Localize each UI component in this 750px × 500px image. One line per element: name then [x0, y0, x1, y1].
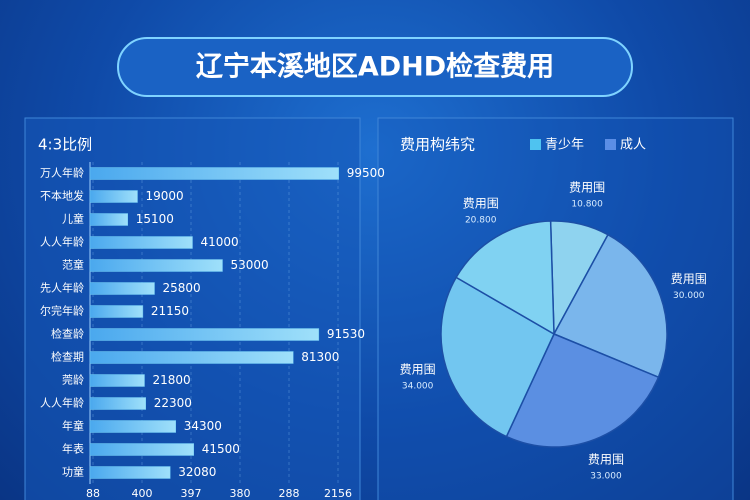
pie-slice: [552, 233, 668, 379]
title-box: [117, 37, 633, 97]
y-tick-label: 人人年龄: [40, 235, 84, 249]
data-label: 21150: [151, 304, 189, 318]
bar: [89, 420, 176, 433]
legend-label: 成人: [620, 138, 646, 153]
bar: [89, 443, 194, 456]
bar: [89, 466, 171, 479]
bar: [89, 328, 320, 341]
legend-swatch: [530, 139, 541, 150]
x-tick-label: 288: [279, 487, 300, 500]
y-tick-label: 人人年龄: [40, 396, 84, 410]
x-tick-label: 2156: [324, 487, 352, 500]
y-tick-label: 检查龄: [51, 327, 84, 341]
y-tick-label: 范童: [62, 258, 84, 272]
data-label: 34300: [184, 419, 222, 433]
y-tick-label: 年童: [62, 419, 84, 433]
bar-panel: [24, 117, 361, 500]
legend-swatch: [605, 139, 616, 150]
bar: [89, 282, 155, 295]
page-title: 辽宁本溪地区ADHD检查费用: [196, 51, 554, 83]
data-label: 81300: [301, 350, 339, 364]
slice-label: 费用围: [569, 180, 605, 194]
pie-slice: [455, 220, 555, 336]
y-tick-label: 先人年龄: [40, 281, 84, 295]
bar: [89, 305, 144, 318]
slice-label: 费用围: [588, 453, 624, 467]
data-label: 53000: [231, 258, 269, 272]
bar: [89, 236, 193, 249]
y-tick-label: 年表: [62, 442, 84, 456]
legend-label: 青少年: [545, 138, 584, 153]
pie-slice: [505, 333, 660, 448]
x-tick-label: 400: [132, 487, 153, 500]
y-tick-label: 万人年龄: [40, 166, 84, 180]
bar: [89, 213, 128, 226]
slice-value: 33.000: [590, 472, 622, 482]
y-tick-label: 检查期: [51, 350, 84, 364]
slice-label: 费用围: [400, 363, 436, 377]
data-label: 91530: [327, 327, 365, 341]
data-label: 19000: [146, 189, 184, 203]
data-label: 41000: [201, 235, 239, 249]
x-tick-label: 88: [86, 487, 100, 500]
slice-value: 20.800: [465, 216, 497, 226]
bar: [89, 374, 145, 387]
slice-value: 30.000: [673, 291, 705, 301]
slice-value: 34.000: [402, 382, 434, 392]
x-tick-label: 397: [181, 487, 202, 500]
bar: [89, 190, 138, 203]
y-tick-label: 不本地发: [40, 189, 84, 203]
y-tick-label: 莞龄: [62, 373, 84, 387]
data-label: 99500: [347, 166, 385, 180]
bar: [89, 167, 339, 180]
data-label: 25800: [163, 281, 201, 295]
data-label: 32080: [178, 465, 216, 479]
bar: [89, 397, 146, 410]
bar-title: 4:3比例: [38, 136, 92, 154]
x-tick-label: 380: [230, 487, 251, 500]
pie-slice: [440, 276, 555, 438]
bar: [89, 351, 294, 364]
bar: [89, 259, 223, 272]
y-tick-label: 功童: [62, 465, 84, 479]
pie-title: 费用构纬究: [400, 136, 475, 154]
data-label: 21800: [153, 373, 191, 387]
slice-value: 10.800: [571, 199, 603, 209]
slice-label: 费用围: [463, 197, 499, 211]
data-label: 41500: [202, 442, 240, 456]
data-label: 22300: [154, 396, 192, 410]
data-label: 15100: [136, 212, 174, 226]
y-tick-label: 儿童: [62, 212, 84, 226]
slice-label: 费用围: [671, 272, 707, 286]
y-tick-label: 尔完年龄: [40, 304, 84, 318]
